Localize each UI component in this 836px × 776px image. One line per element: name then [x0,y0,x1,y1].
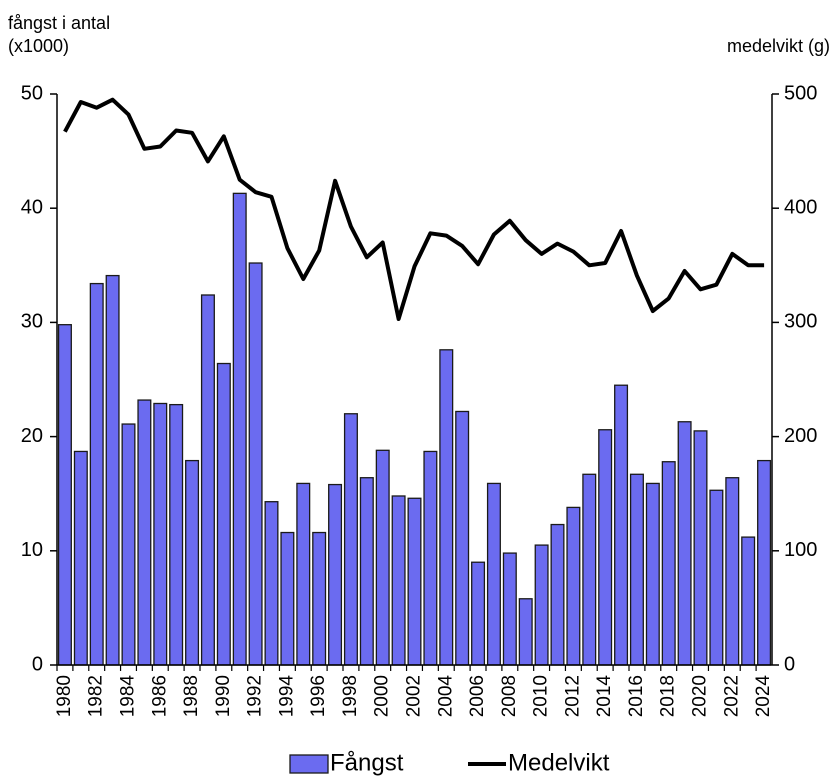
bar [661,461,676,666]
x-tick-label: 1986 [149,675,170,717]
y-tick-label: 0 [32,653,43,675]
bar [645,482,660,666]
legend-label: Fångst [330,749,404,776]
bar [550,523,565,666]
bar [169,403,184,666]
bar [534,544,549,666]
x-tick-label: 2022 [721,675,742,717]
bar [89,282,104,666]
bar [216,362,231,666]
x-tick-label: 1998 [340,675,361,717]
x-tick-label: 1996 [308,675,329,717]
y2-tick-label: 400 [784,196,817,218]
x-tick-label: 2000 [372,675,393,717]
bar [455,410,470,666]
x-tick-label: 1990 [213,675,234,717]
y2-tick-label: 100 [784,539,817,561]
y2-tick-label: 0 [784,653,795,675]
x-tick-label: 2014 [594,675,615,718]
bar [582,473,597,666]
bar [57,324,72,666]
bar [486,482,501,666]
bar [73,450,88,666]
bar [614,384,629,666]
x-tick-label: 2006 [467,675,488,717]
bar [375,449,390,666]
bar [439,349,454,666]
y-axis-label: fångst i antal [8,13,110,33]
bar [248,262,263,666]
bar [264,501,279,666]
legend: Fångst Medelvikt [289,749,610,776]
legend-label: Medelvikt [508,749,610,776]
bar [280,531,295,666]
x-tick-label: 2018 [658,675,679,717]
bar [677,421,692,666]
bar [391,495,406,666]
line [63,97,765,321]
x-tick-label: 2002 [404,675,425,717]
bar [693,430,708,666]
y-tick-label: 40 [21,196,43,218]
x-tick-label: 2008 [499,675,520,717]
bar [518,598,533,666]
bar [598,429,613,666]
y-tick-label: 20 [21,425,43,447]
bar [153,402,168,666]
bar [296,482,311,666]
bar [423,450,438,666]
x-tick-label: 1982 [86,675,107,717]
bar [471,561,486,666]
y2-tick-label: 500 [784,82,817,104]
bar [343,413,358,666]
bar [105,274,120,666]
y-tick-label: 10 [21,539,43,561]
bar [137,399,152,666]
y-axis-label: (x1000) [8,36,69,56]
x-tick-label: 1984 [118,675,139,718]
bar [502,552,517,666]
x-tick-label: 1994 [276,675,297,718]
x-tick-label: 2010 [531,675,552,717]
bar [121,423,136,666]
bar [709,489,724,666]
x-tick-label: 2024 [753,675,774,718]
x-tick-label: 2016 [626,675,647,717]
legend-swatch [289,754,329,774]
bar [629,473,644,666]
bar [200,294,215,666]
x-tick-label: 2004 [435,675,456,718]
y2-axis-label: medelvikt (g) [727,36,830,56]
x-tick-label: 1980 [54,675,75,717]
y-tick-label: 30 [21,311,43,333]
x-tick-label: 1988 [181,675,202,717]
bar [741,536,756,666]
bar [359,477,374,666]
x-tick-label: 1992 [245,675,266,717]
x-tick-label: 2020 [690,675,711,717]
bar [232,192,247,666]
bar [312,531,327,666]
y2-tick-label: 300 [784,311,817,333]
bar [566,506,581,666]
x-tick-label: 2012 [562,675,583,717]
bar [757,459,772,666]
bar [725,477,740,666]
y2-tick-label: 200 [784,425,817,447]
y-tick-label: 50 [21,82,43,104]
bar [407,497,422,666]
bar [328,483,343,666]
bar [185,459,200,666]
